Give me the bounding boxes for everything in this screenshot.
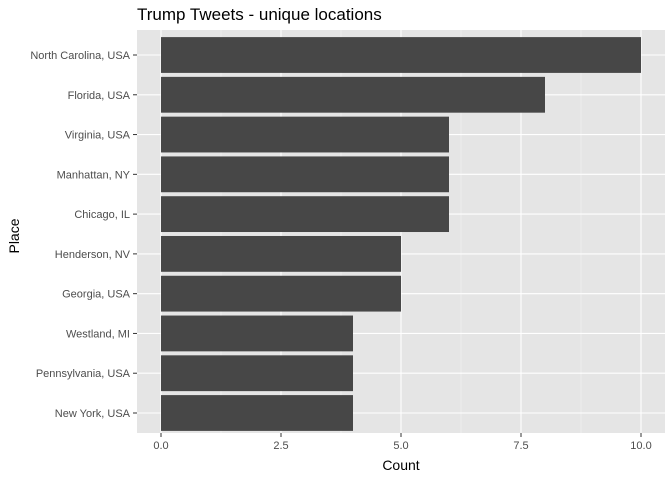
bar: [161, 76, 545, 113]
y-tick-label: Westland, MI: [66, 328, 130, 340]
y-tick-label: Chicago, IL: [74, 209, 130, 221]
bar: [161, 395, 353, 431]
y-tick-label: Manhattan, NY: [57, 169, 131, 181]
bar: [161, 235, 401, 272]
bars: [161, 37, 641, 431]
y-tick-label: Florida, USA: [68, 90, 131, 102]
x-axis: 0.0 2.5 5.0 7.5 10.0: [153, 433, 652, 452]
bar: [161, 196, 449, 233]
x-tick-label: 10.0: [630, 440, 651, 452]
y-tick-label: New York, USA: [55, 408, 131, 420]
y-tick-label: Henderson, NV: [55, 249, 131, 261]
x-axis-title: Count: [382, 457, 419, 473]
chart-title: Trump Tweets - unique locations: [137, 5, 382, 24]
x-tick-label: 5.0: [393, 440, 408, 452]
y-axis: North Carolina, USA Florida, USA Virginia,…: [30, 50, 137, 420]
bar: [161, 116, 449, 153]
x-tick-label: 7.5: [513, 440, 528, 452]
bar: [161, 37, 641, 73]
x-tick-label: 2.5: [273, 440, 288, 452]
y-tick-label: Virginia, USA: [65, 130, 131, 142]
y-tick-label: North Carolina, USA: [30, 50, 130, 62]
bar: [161, 156, 449, 193]
x-tick-label: 0.0: [153, 440, 168, 452]
bar: [161, 275, 401, 312]
y-axis-title: Place: [6, 218, 22, 253]
y-tick-label: Pennsylvania, USA: [36, 368, 131, 380]
bar: [161, 315, 353, 352]
y-tick-label: Georgia, USA: [62, 289, 131, 301]
bar: [161, 355, 353, 392]
